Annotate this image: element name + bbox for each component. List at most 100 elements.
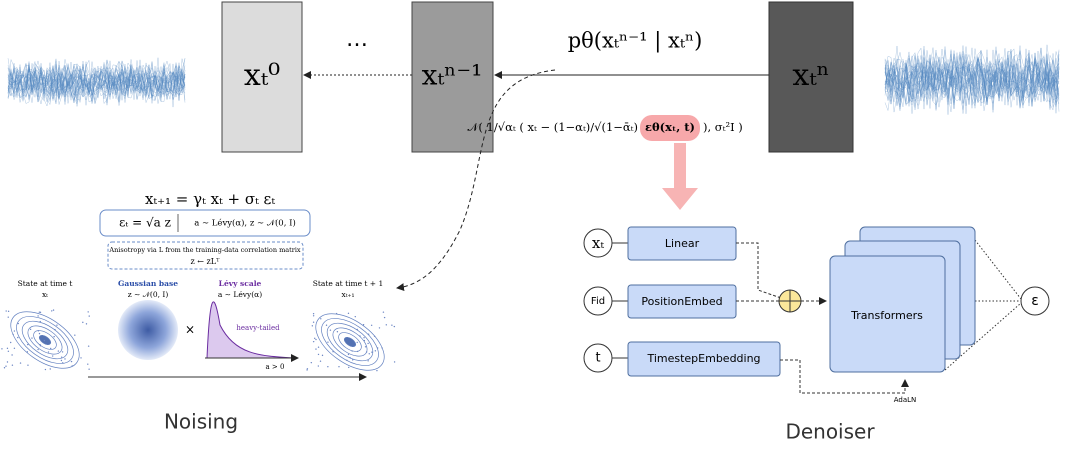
module-label: TimestepEmbedding <box>646 352 760 365</box>
sample-dot <box>367 343 368 344</box>
input-label: xₜ <box>592 234 604 252</box>
sample-dot <box>348 354 349 355</box>
sample-dot <box>27 365 28 366</box>
sample-dot <box>39 344 40 345</box>
sample-dot <box>40 312 41 313</box>
sample-dot <box>326 325 327 326</box>
sample-dot <box>72 365 73 366</box>
sample-dot <box>313 322 314 323</box>
sample-dot <box>332 351 333 352</box>
sample-dot <box>367 360 368 361</box>
sample-dot <box>365 346 366 347</box>
sample-dot <box>44 340 45 341</box>
sample-dot <box>82 322 83 323</box>
label: xₜ₊₁ <box>341 290 354 299</box>
sample-dot <box>56 324 57 325</box>
anisotropy-eq: z ← zLᵀ <box>191 257 221 266</box>
sample-dot <box>71 361 72 362</box>
sample-dot <box>327 366 328 367</box>
sample-dot <box>27 344 28 345</box>
sample-dot <box>38 330 39 331</box>
label: Gaussian base <box>118 279 178 288</box>
sample-dot <box>8 316 9 317</box>
sample-dot <box>314 338 315 339</box>
formula: ), σₜ²I ) <box>703 120 743 134</box>
label: Lévy scale <box>219 279 262 288</box>
sample-dot <box>348 313 349 314</box>
sample-dot <box>357 351 358 352</box>
sample-dot <box>10 342 11 343</box>
sample-dot <box>313 341 314 342</box>
sample-dot <box>89 315 90 316</box>
sample-dot <box>11 354 12 355</box>
sample-dot <box>64 358 65 359</box>
state-label: xₜⁿ⁻¹ <box>422 59 483 92</box>
sample-dot <box>30 329 31 330</box>
state-label: xₜ⁰ <box>244 58 280 93</box>
sample-dot <box>88 369 89 370</box>
sample-dot <box>327 341 328 342</box>
sample-dot <box>80 357 81 358</box>
sample-dot <box>39 333 40 334</box>
input-label: t <box>595 351 600 366</box>
adaln-label: AdaLN <box>894 396 917 404</box>
sample-dot <box>18 323 19 324</box>
equation: xₜ₊₁ = γₜ xₜ + σₜ εₜ <box>145 190 275 208</box>
sample-dot <box>307 368 308 369</box>
sample-dot <box>48 351 49 352</box>
sample-dot <box>357 342 358 343</box>
sample-dot <box>4 367 5 368</box>
sample-dot <box>14 330 15 331</box>
sample-dot <box>383 311 384 312</box>
sample-dot <box>384 317 385 318</box>
pink-arrow <box>662 143 698 210</box>
sample-dot <box>40 321 41 322</box>
label: State at time t <box>18 279 73 288</box>
module-label: PositionEmbed <box>641 295 722 308</box>
sample-dot <box>359 335 360 336</box>
sample-dot <box>313 313 314 314</box>
sample-dot <box>369 353 370 354</box>
p-theta: pθ(xₜⁿ⁻¹ | xₜⁿ) <box>568 29 703 54</box>
label: State at time t + 1 <box>313 279 384 288</box>
noise-dist: a ∼ Lévy(α), z ∼ 𝒩(0, I) <box>194 218 296 229</box>
sample-dot <box>338 366 339 367</box>
sample-dot <box>374 336 375 337</box>
sample-dot <box>51 310 52 311</box>
noise-def: εₜ = √a z <box>119 216 171 230</box>
sample-dot <box>379 327 380 328</box>
sample-dot <box>330 329 331 330</box>
module-label: Linear <box>665 237 700 250</box>
sample-dot <box>37 315 38 316</box>
sample-dot <box>1 348 2 349</box>
sample-dot <box>394 326 395 327</box>
sample-dot <box>376 370 377 371</box>
sample-dot <box>45 369 46 370</box>
sample-dot <box>371 325 372 326</box>
ellipsis: … <box>346 27 368 52</box>
sample-dot <box>351 350 352 351</box>
sample-dot <box>7 361 8 362</box>
label: a > 0 <box>266 363 285 371</box>
sample-dot <box>52 355 53 356</box>
sample-dot <box>391 325 392 326</box>
sample-dot <box>50 348 51 349</box>
sample-dot <box>53 309 54 310</box>
sample-dot <box>8 311 9 312</box>
sample-dot <box>363 324 364 325</box>
sample-dot <box>87 363 88 364</box>
label: z ∼ 𝒩(0, I) <box>128 290 169 299</box>
sample-dot <box>20 362 21 363</box>
sample-dot <box>53 336 54 337</box>
gaussian <box>118 300 178 360</box>
sample-dot <box>61 356 62 357</box>
edge <box>736 243 781 298</box>
sample-dot <box>364 340 365 341</box>
sample-dot <box>366 351 367 352</box>
sample-dot <box>318 354 319 355</box>
sample-dot <box>5 366 6 367</box>
input-label: Fid <box>591 296 605 307</box>
sample-dot <box>348 367 349 368</box>
sample-dot <box>377 347 378 348</box>
sample-dot <box>357 329 358 330</box>
